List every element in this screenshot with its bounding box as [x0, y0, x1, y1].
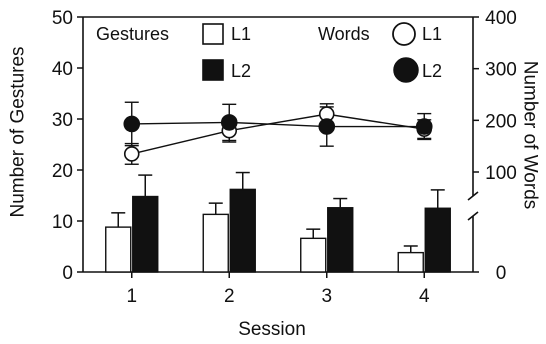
right-tick-label: 200	[485, 111, 517, 132]
left-y-axis-title: Number of Gestures	[8, 46, 29, 217]
left-tick-label: 30	[52, 110, 73, 131]
x-tick-label: 4	[419, 286, 430, 307]
words-l2-point-session-4	[415, 118, 433, 135]
left-tick-label: 20	[52, 161, 73, 182]
words-l1-point-session-1	[123, 146, 140, 162]
x-axis-title: Session	[238, 319, 306, 340]
words-l1-line	[131, 113, 425, 155]
legend-words-l1-label: L1	[422, 24, 442, 44]
x-tick-label: 2	[224, 286, 235, 307]
legend-words-l2-label: L2	[422, 61, 442, 81]
axis-break-mark-lower	[467, 211, 479, 221]
lines-layer	[123, 101, 433, 165]
axis-titles-layer: Session Number of Gestures Number of Wor…	[8, 46, 541, 340]
legend-gestures-l1-label: L1	[231, 24, 251, 44]
ticks-layer: 0 10 20 30 40 50 0 100 200 300 400 1 2 3 4	[52, 8, 517, 307]
legend-gestures-l2-swatch	[202, 59, 224, 81]
bar-l2-session-4	[424, 207, 451, 273]
axis-break-mark-upper	[467, 191, 479, 201]
legend-layer: Gestures L1 L2 Words L1 L2	[96, 22, 442, 83]
legend-words-l1-marker	[392, 22, 416, 46]
right-tick-label: 0	[496, 263, 507, 284]
left-tick-label: 10	[52, 212, 73, 233]
legend-gestures-title: Gestures	[96, 24, 169, 44]
right-y-axis-title: Number of Words	[520, 61, 541, 210]
bar-l2-session-1	[132, 195, 159, 273]
legend-gestures-l1-swatch	[202, 23, 224, 45]
bar-l1-session-2	[202, 213, 229, 273]
legend-words-title: Words	[318, 24, 370, 44]
bar-l1-session-4	[397, 251, 424, 273]
right-tick-label: 400	[485, 8, 517, 29]
left-tick-label: 50	[52, 8, 73, 29]
bar-l1-session-3	[300, 237, 327, 273]
x-tick-label: 1	[126, 286, 137, 307]
right-tick-label: 300	[485, 60, 517, 81]
words-l2-line	[131, 121, 425, 128]
legend-words-l2-marker	[393, 57, 419, 83]
bars-layer	[105, 171, 451, 273]
right-tick-label: 100	[485, 163, 517, 184]
x-tick-label: 3	[321, 286, 332, 307]
left-tick-label: 40	[52, 59, 73, 80]
bar-l2-session-2	[229, 188, 256, 273]
words-l2-point-session-1	[123, 115, 141, 133]
left-tick-label: 0	[62, 263, 73, 284]
legend-gestures-l2-label: L2	[231, 61, 251, 81]
bar-l1-session-1	[105, 226, 132, 273]
words-l2-point-session-3	[318, 118, 336, 135]
words-l2-point-session-2	[220, 114, 238, 131]
bar-l2-session-3	[327, 207, 354, 273]
